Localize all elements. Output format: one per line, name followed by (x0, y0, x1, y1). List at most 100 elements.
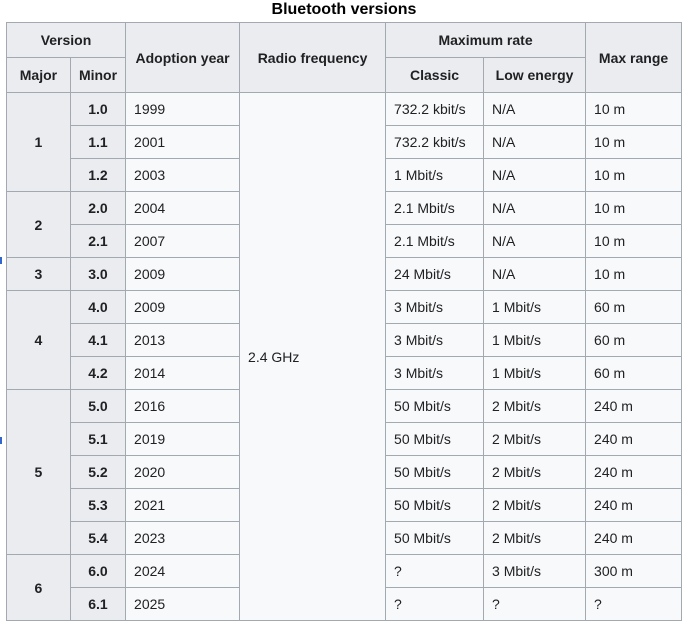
adoption-year-cell: 2016 (125, 389, 241, 424)
header-minor: Minor (69, 57, 127, 94)
header-major: Major (5, 57, 71, 94)
low-energy-rate-cell: 2 Mbit/s (483, 521, 587, 556)
classic-rate-cell: 50 Mbit/s (385, 422, 485, 457)
table-row: 1.2 2003 1 Mbit/s N/A 10 m (6, 158, 683, 193)
table-caption: Bluetooth versions (271, 1, 417, 18)
max-range-cell: 10 m (585, 158, 683, 193)
table-row: 3 3.0 2009 24 Mbit/s N/A 10 m (5, 257, 683, 292)
adoption-year-cell: 2009 (125, 290, 241, 325)
major-version-cell: 2 (5, 191, 71, 259)
adoption-year-cell: 1999 (125, 92, 241, 127)
table-header: Version Adoption year Radio frequency Ma… (5, 22, 683, 94)
max-range-cell: 10 m (585, 257, 683, 292)
table-row: 6.1 2025 ? ? ? (6, 587, 683, 622)
minor-version-cell: 6.0 (69, 554, 127, 589)
adoption-year-cell: 2024 (125, 554, 241, 589)
adoption-year-cell: 2014 (125, 356, 241, 391)
max-range-cell: 240 m (585, 389, 683, 424)
table-row: 5.2 2020 50 Mbit/s 2 Mbit/s 240 m (6, 455, 683, 490)
minor-version-cell: 4.1 (69, 323, 127, 358)
minor-version-cell: 6.1 (69, 587, 127, 622)
max-range-cell: 300 m (585, 554, 683, 589)
low-energy-rate-cell: N/A (483, 158, 587, 193)
low-energy-rate-cell: 3 Mbit/s (483, 554, 587, 589)
major-version-cell: 5 (5, 389, 71, 556)
low-energy-rate-cell: 2 Mbit/s (483, 455, 587, 490)
max-range-cell: 60 m (585, 290, 683, 325)
max-range-cell: 60 m (585, 323, 683, 358)
classic-rate-cell: 24 Mbit/s (385, 257, 485, 292)
low-energy-rate-cell: 1 Mbit/s (483, 323, 587, 358)
clipped-link-fragment[interactable] (0, 437, 2, 444)
header-max-range: Max range (585, 22, 683, 94)
classic-rate-cell: 732.2 kbit/s (385, 125, 485, 160)
header-version: Version (5, 22, 127, 59)
minor-version-cell: 2.0 (69, 191, 127, 226)
minor-version-cell: 1.0 (69, 92, 127, 127)
low-energy-rate-cell: ? (483, 587, 587, 622)
low-energy-rate-cell: N/A (483, 191, 587, 226)
minor-version-cell: 4.0 (69, 290, 127, 325)
adoption-year-cell: 2025 (125, 587, 241, 622)
low-energy-rate-cell: 2 Mbit/s (483, 422, 587, 457)
low-energy-rate-cell: N/A (483, 224, 587, 259)
header-row-groups: Version Adoption year Radio frequency Ma… (5, 22, 683, 94)
classic-rate-cell: 2.1 Mbit/s (385, 191, 485, 226)
low-energy-rate-cell: 1 Mbit/s (483, 290, 587, 325)
minor-version-cell: 5.1 (69, 422, 127, 457)
max-range-cell: 10 m (585, 92, 683, 127)
table-row: 5.4 2023 50 Mbit/s 2 Mbit/s 240 m (6, 521, 683, 556)
classic-rate-cell: 50 Mbit/s (385, 455, 485, 490)
adoption-year-cell: 2003 (125, 158, 241, 193)
radio-frequency-cell: 2.4 GHz (239, 92, 387, 622)
header-radio-frequency: Radio frequency (239, 22, 387, 94)
low-energy-rate-cell: N/A (483, 92, 587, 127)
classic-rate-cell: 3 Mbit/s (385, 290, 485, 325)
low-energy-rate-cell: N/A (483, 125, 587, 160)
max-range-cell: 10 m (585, 191, 683, 226)
max-range-cell: 60 m (585, 356, 683, 391)
table-row: 1 1.0 1999 2.4 GHz 732.2 kbit/s N/A 10 m (5, 92, 683, 622)
table-row: 5.3 2021 50 Mbit/s 2 Mbit/s 240 m (6, 488, 683, 523)
header-maximum-rate: Maximum rate (385, 22, 587, 59)
major-version-cell: 1 (5, 92, 71, 193)
table-row: 2.1 2007 2.1 Mbit/s N/A 10 m (6, 224, 683, 259)
classic-rate-cell: 50 Mbit/s (385, 521, 485, 556)
minor-version-cell: 1.2 (69, 158, 127, 193)
max-range-cell: 240 m (585, 521, 683, 556)
adoption-year-cell: 2004 (125, 191, 241, 226)
low-energy-rate-cell: 1 Mbit/s (483, 356, 587, 391)
minor-version-cell: 5.0 (69, 389, 127, 424)
table-row: 5.1 2019 50 Mbit/s 2 Mbit/s 240 m (6, 422, 683, 457)
max-range-cell: ? (585, 587, 683, 622)
minor-version-cell: 5.4 (69, 521, 127, 556)
adoption-year-cell: 2019 (125, 422, 241, 457)
classic-rate-cell: 50 Mbit/s (385, 389, 485, 424)
minor-version-cell: 3.0 (69, 257, 127, 292)
classic-rate-cell: 2.1 Mbit/s (385, 224, 485, 259)
classic-rate-cell: ? (385, 587, 485, 622)
major-version-cell: 3 (5, 257, 71, 292)
max-range-cell: 10 m (585, 125, 683, 160)
adoption-year-cell: 2009 (125, 257, 241, 292)
classic-rate-cell: 3 Mbit/s (385, 356, 485, 391)
low-energy-rate-cell: N/A (483, 257, 587, 292)
table-body: 1 1.0 1999 2.4 GHz 732.2 kbit/s N/A 10 m… (5, 92, 683, 622)
major-version-cell: 6 (5, 554, 71, 622)
header-row-subcolumns: Major Minor Classic Low energy (5, 57, 681, 94)
header-classic: Classic (385, 57, 485, 94)
minor-version-cell: 5.3 (69, 488, 127, 523)
max-range-cell: 240 m (585, 455, 683, 490)
minor-version-cell: 5.2 (69, 455, 127, 490)
classic-rate-cell: 50 Mbit/s (385, 488, 485, 523)
clipped-link-fragment[interactable] (0, 257, 2, 264)
classic-rate-cell: 1 Mbit/s (385, 158, 485, 193)
max-range-cell: 10 m (585, 224, 683, 259)
adoption-year-cell: 2020 (125, 455, 241, 490)
adoption-year-cell: 2013 (125, 323, 241, 358)
adoption-year-cell: 2021 (125, 488, 241, 523)
classic-rate-cell: ? (385, 554, 485, 589)
adoption-year-cell: 2023 (125, 521, 241, 556)
minor-version-cell: 2.1 (69, 224, 127, 259)
